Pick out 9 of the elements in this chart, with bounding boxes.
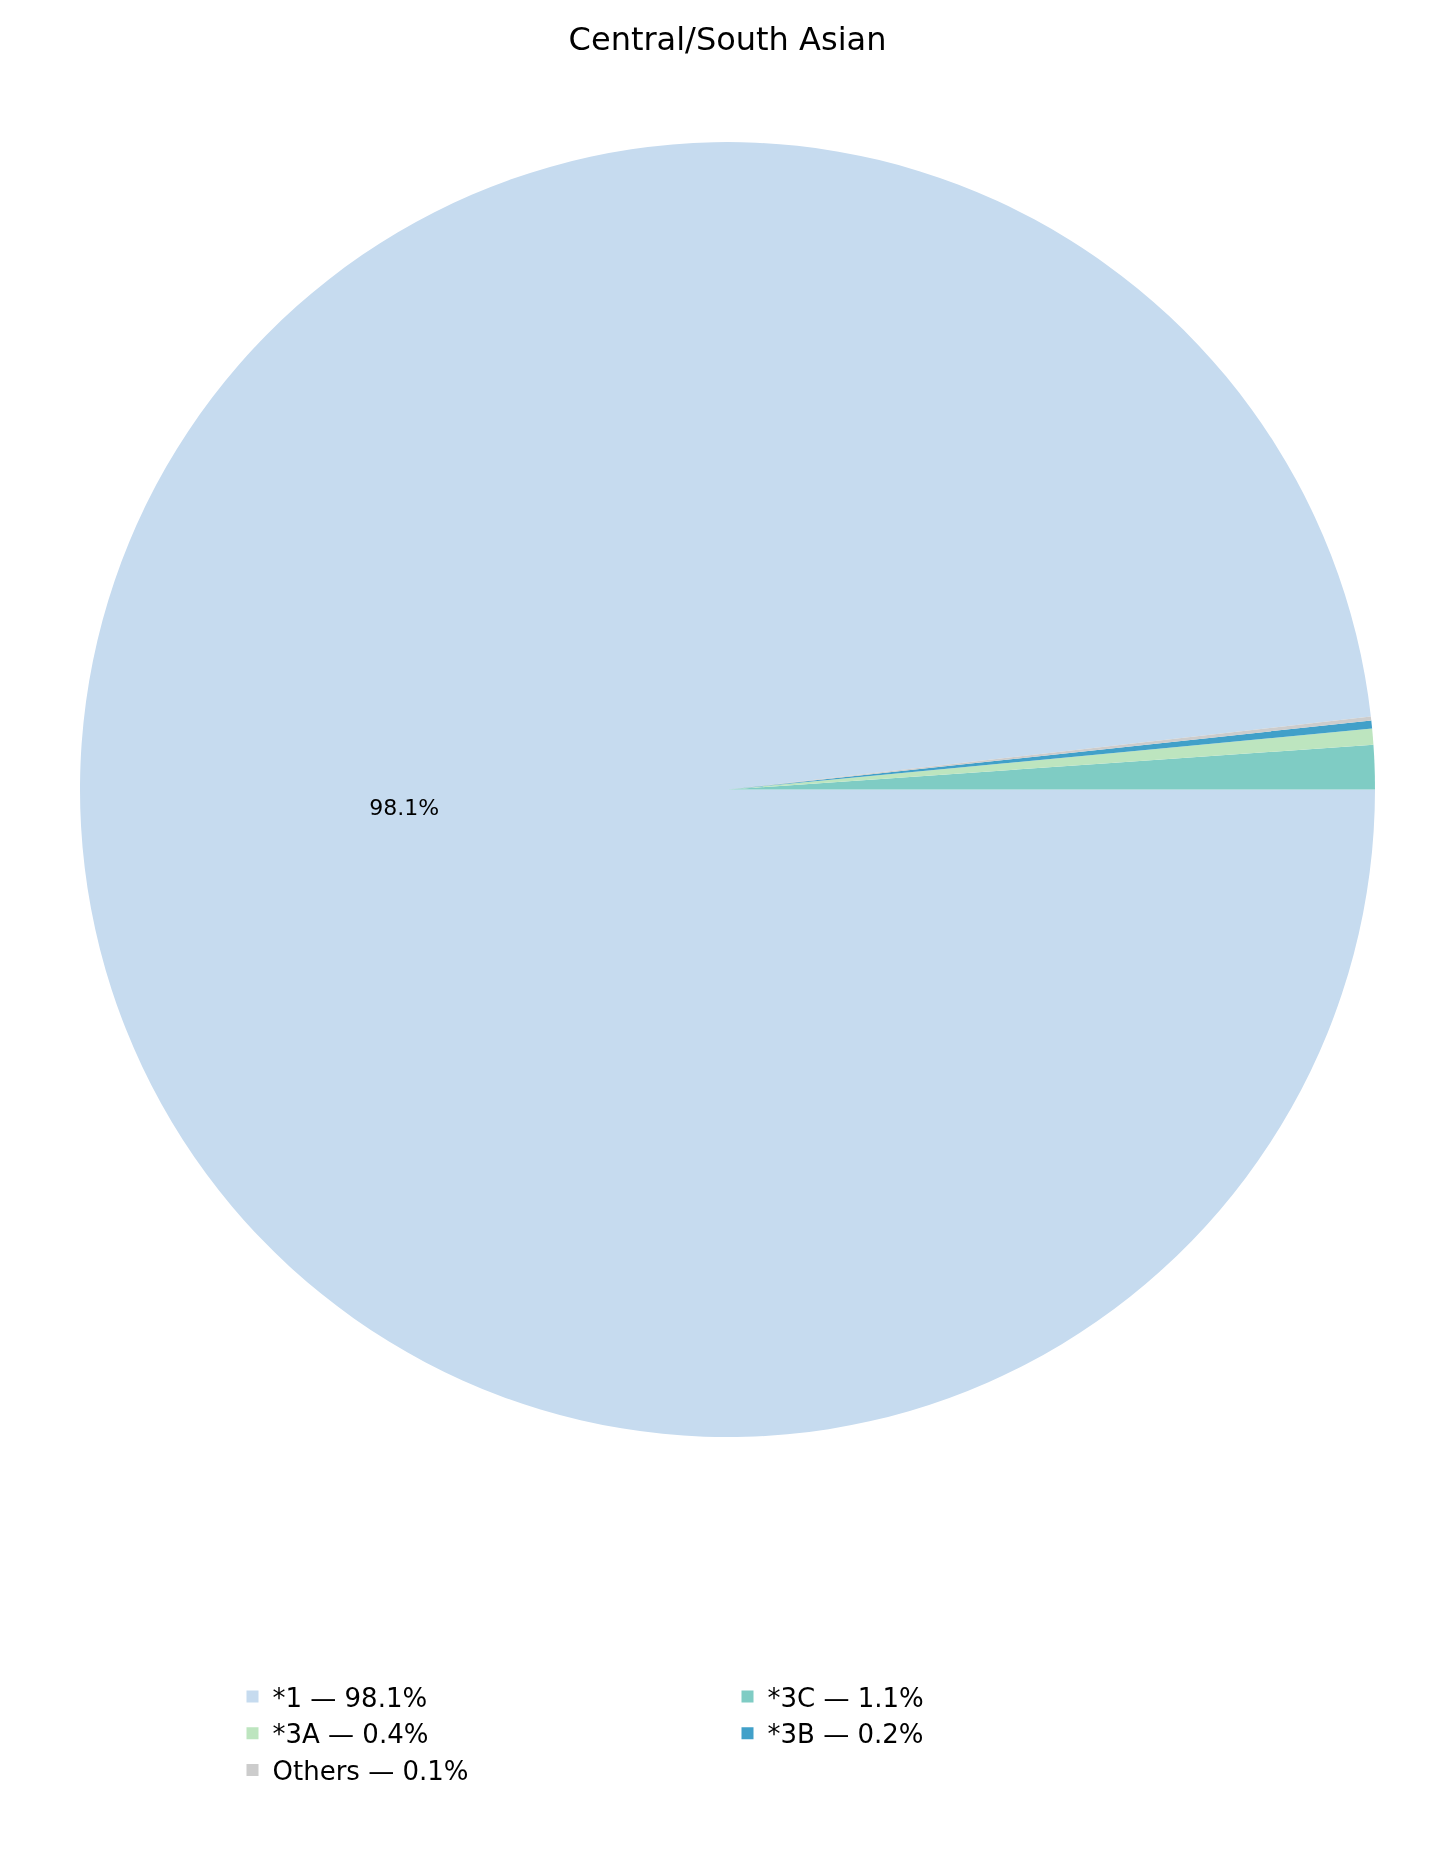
legend-label: *3C — 1.1% — [767, 1682, 924, 1713]
legend-label: *3A — 0.4% — [272, 1719, 429, 1750]
pie-slice — [81, 142, 1375, 1437]
pie-slice — [727, 744, 1375, 790]
legend-label: Others — 0.1% — [272, 1756, 469, 1787]
legend-label: *3B — 0.2% — [767, 1719, 924, 1750]
legend-label: *1 — 98.1% — [272, 1682, 428, 1713]
data-label: 98.1% — [369, 795, 440, 821]
chart-title: Central/South Asian — [568, 20, 887, 59]
